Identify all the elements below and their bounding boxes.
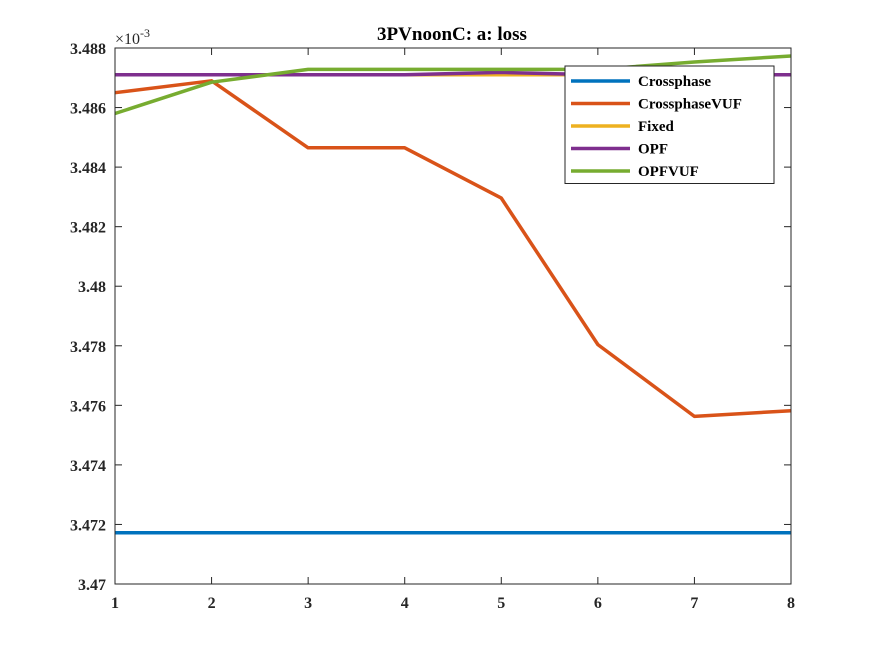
y-exponent-power: -3 [140, 26, 150, 40]
legend-label-crossphase: Crossphase [638, 74, 711, 90]
x-tick-label: 7 [690, 595, 698, 612]
axes-layer: 1 2 3 4 5 6 7 8 3.47 3.472 3.474 3.476 3.478 3.48 3.48… [70, 41, 795, 612]
y-tick-label: 3.472 [70, 517, 106, 534]
plot-frame [114, 47, 792, 585]
legend: Crossphase CrossphaseVUF Fixed OPF OPFVUF [564, 65, 775, 184]
y-tick-label: 3.482 [70, 220, 106, 237]
x-tick-label: 3 [304, 595, 312, 612]
y-tick-label: 3.476 [70, 398, 106, 415]
x-tick-label: 5 [497, 595, 505, 612]
legend-label-fixed: Fixed [638, 119, 674, 135]
x-tick-label: 2 [208, 595, 216, 612]
x-tick-label: 6 [594, 595, 602, 612]
svg-text:×10-3: ×10-3 [115, 26, 150, 48]
y-tick-label: 3.47 [78, 577, 106, 594]
y-tick-label: 3.488 [70, 41, 106, 58]
x-tick-label: 8 [787, 595, 795, 612]
y-exponent-label: ×10-3 [115, 26, 150, 48]
series-line-crossphasevuf [114, 79, 792, 419]
legend-label-opfvuf: OPFVUF [638, 164, 699, 180]
chart-title: 3PVnoonC: a: loss [377, 24, 527, 45]
x-tick-label: 1 [111, 595, 119, 612]
y-tick-label: 3.486 [70, 101, 106, 118]
legend-label-crossphasevuf: CrossphaseVUF [638, 97, 742, 113]
y-exponent-base: ×10 [115, 31, 140, 48]
y-tick-label: 3.48 [78, 279, 106, 296]
x-tick-label: 4 [401, 595, 409, 612]
y-tick-label: 3.478 [70, 339, 106, 356]
y-tick-label: 3.484 [70, 160, 106, 177]
y-tick-label: 3.474 [70, 458, 106, 475]
series-line-opfvuf [114, 54, 792, 116]
legend-label-opf: OPF [638, 142, 668, 158]
